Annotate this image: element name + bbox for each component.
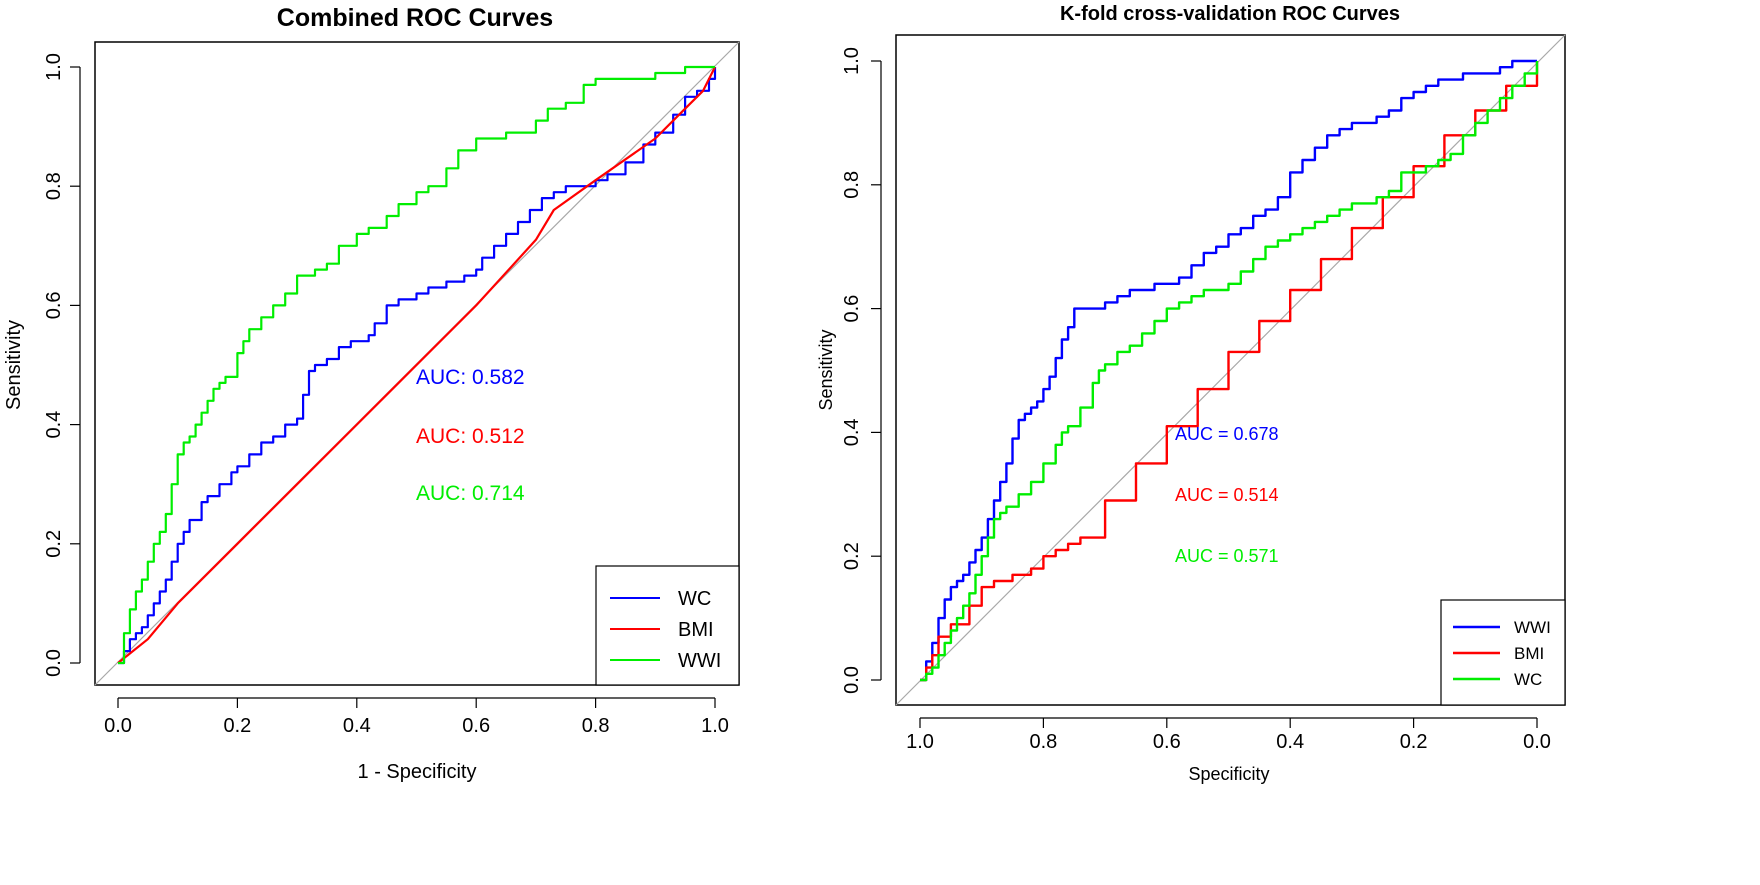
auc-label-wc: AUC: 0.582 bbox=[416, 366, 525, 389]
y-tick-label: 0.4 bbox=[841, 418, 863, 446]
x-tick-label: 0.6 bbox=[1153, 731, 1181, 753]
roc-curve-wc bbox=[118, 67, 717, 665]
legend-label-wc: WC bbox=[678, 588, 711, 610]
chart-kfold-roc: K-fold cross-validation ROC Curves 1.0 0… bbox=[816, 3, 1566, 784]
x-axis-label: 1 - Specificity bbox=[358, 761, 477, 783]
x-tick-label: 0.8 bbox=[1029, 731, 1057, 753]
x-tick-label: 0.0 bbox=[104, 715, 132, 737]
chart-title: Combined ROC Curves bbox=[277, 4, 553, 32]
y-ticks: 0.0 0.2 0.4 0.6 0.8 1.0 bbox=[43, 53, 80, 677]
x-tick-label: 0.2 bbox=[1400, 731, 1428, 753]
legend-label-wwi: WWI bbox=[678, 650, 721, 672]
roc-curve-wc bbox=[920, 61, 1539, 682]
auc-label-bmi: AUC = 0.514 bbox=[1175, 485, 1279, 505]
y-tick-label: 0.8 bbox=[43, 172, 65, 200]
y-ticks: 0.0 0.2 0.4 0.6 0.8 1.0 bbox=[841, 47, 881, 694]
roc-curve-wwi bbox=[118, 65, 715, 665]
x-tick-label: 0.6 bbox=[462, 715, 490, 737]
legend-label-bmi: BMI bbox=[678, 619, 714, 641]
x-tick-label: 1.0 bbox=[701, 715, 729, 737]
y-tick-label: 0.2 bbox=[43, 530, 65, 558]
y-tick-label: 0.0 bbox=[43, 649, 65, 677]
y-axis-label: Sensitivity bbox=[816, 329, 836, 410]
y-tick-label: 0.4 bbox=[43, 411, 65, 439]
x-ticks: 1.0 0.8 0.6 0.4 0.2 0.0 bbox=[906, 718, 1551, 753]
legend: WWI BMI WC bbox=[1440, 599, 1566, 706]
x-tick-label: 0.8 bbox=[582, 715, 610, 737]
x-tick-label: 0.4 bbox=[343, 715, 371, 737]
x-axis-label: Specificity bbox=[1188, 764, 1269, 784]
legend-label-wc: WC bbox=[1514, 670, 1542, 689]
roc-curve-wwi bbox=[920, 59, 1537, 682]
auc-labels: AUC: 0.582 AUC: 0.512 AUC: 0.714 bbox=[416, 366, 525, 505]
x-tick-label: 0.2 bbox=[223, 715, 251, 737]
reference-diagonal-group bbox=[895, 34, 1566, 706]
y-axis-label: Sensitivity bbox=[3, 320, 25, 410]
x-tick-label: 1.0 bbox=[906, 731, 934, 753]
y-tick-label: 0.6 bbox=[43, 291, 65, 319]
x-tick-label: 0.0 bbox=[1523, 731, 1551, 753]
series-lines bbox=[920, 59, 1539, 682]
auc-label-wwi: AUC = 0.678 bbox=[1175, 424, 1279, 444]
roc-curve-bmi bbox=[117, 66, 716, 664]
legend-label-wwi: WWI bbox=[1514, 618, 1551, 637]
y-tick-label: 1.0 bbox=[841, 47, 863, 75]
x-tick-label: 0.4 bbox=[1276, 731, 1304, 753]
auc-labels: AUC = 0.678 AUC = 0.514 AUC = 0.571 bbox=[1175, 424, 1279, 566]
legend-label-bmi: BMI bbox=[1514, 644, 1544, 663]
plot-frame bbox=[94, 41, 740, 686]
plot-frame bbox=[895, 34, 1566, 706]
auc-label-wc: AUC = 0.571 bbox=[1175, 546, 1279, 566]
y-tick-label: 0.6 bbox=[841, 295, 863, 323]
auc-label-bmi: AUC: 0.512 bbox=[416, 425, 525, 448]
y-tick-label: 0.8 bbox=[841, 171, 863, 199]
chart-title: K-fold cross-validation ROC Curves bbox=[1060, 3, 1400, 25]
y-tick-label: 0.0 bbox=[841, 666, 863, 694]
reference-diagonal bbox=[895, 34, 1566, 706]
y-tick-label: 0.2 bbox=[841, 542, 863, 570]
x-ticks: 0.0 0.2 0.4 0.6 0.8 1.0 bbox=[104, 698, 729, 737]
legend-box bbox=[595, 565, 740, 686]
auc-label-wwi: AUC: 0.714 bbox=[416, 482, 525, 505]
roc-curve-bmi bbox=[920, 61, 1539, 682]
y-tick-label: 1.0 bbox=[43, 53, 65, 81]
legend: WC BMI WWI bbox=[595, 565, 740, 686]
series-lines bbox=[117, 65, 717, 665]
chart-combined-roc: Combined ROC Curves 0.0 0.2 0.4 0.6 0.8 … bbox=[3, 4, 740, 783]
